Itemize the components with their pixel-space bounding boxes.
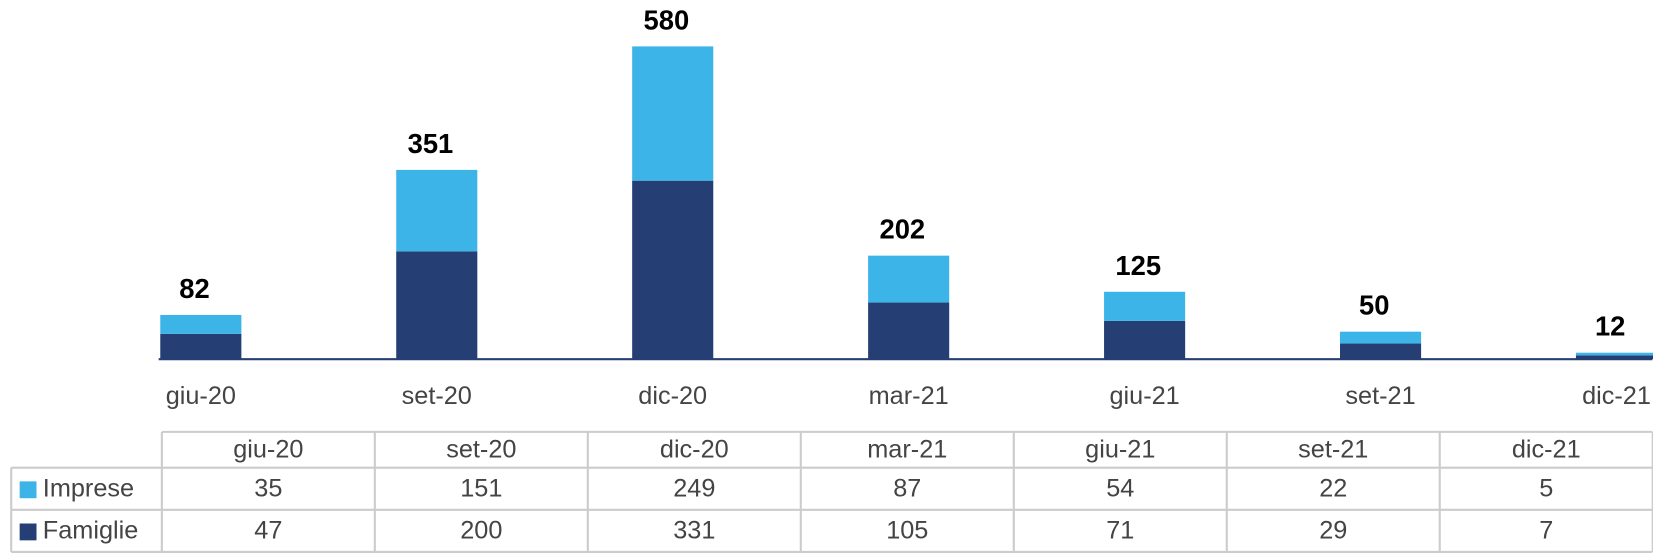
x-tick-label: set-20 <box>402 382 472 410</box>
table-cell: 71 <box>1106 517 1134 545</box>
bar-segment <box>396 169 478 252</box>
table-cell: 47 <box>254 517 282 545</box>
total-label: 12 <box>1595 311 1625 342</box>
x-tick-label: giu-21 <box>1109 382 1179 410</box>
legend-swatch <box>19 481 37 499</box>
table-cell: 105 <box>886 517 928 545</box>
table-cell: 54 <box>1106 474 1134 502</box>
bar-segment <box>868 302 950 360</box>
total-label: 50 <box>1359 290 1389 321</box>
bar-segment <box>632 46 714 181</box>
x-tick-label: dic-20 <box>638 382 707 410</box>
table-header: mar-21 <box>867 435 947 463</box>
table-cell: 87 <box>893 474 921 502</box>
x-tick-label: giu-20 <box>166 382 236 410</box>
bar-segment <box>160 314 242 334</box>
table-header: dic-20 <box>660 435 729 463</box>
x-tick-label: set-21 <box>1345 382 1415 410</box>
table-cell: 331 <box>673 517 715 545</box>
table-cell: 249 <box>673 474 715 502</box>
total-label: 125 <box>1115 250 1161 281</box>
total-label: 351 <box>408 128 454 159</box>
legend-swatch <box>19 523 37 541</box>
table-cell: 7 <box>1539 517 1553 545</box>
bar-segment <box>396 251 478 360</box>
table-header: set-20 <box>446 435 516 463</box>
bar-segment <box>1575 355 1653 360</box>
table-cell: 5 <box>1539 474 1553 502</box>
table-header: giu-21 <box>1085 435 1155 463</box>
legend-label: Famiglie <box>43 517 138 545</box>
bar-segment <box>868 255 950 303</box>
bar-segment <box>632 180 714 360</box>
bar-segment <box>1575 352 1653 356</box>
bar-segment <box>160 333 242 360</box>
bar-segment <box>1340 331 1422 344</box>
table-cell: 35 <box>254 474 282 502</box>
table-cell: 151 <box>460 474 502 502</box>
bar-segment <box>1104 320 1186 360</box>
table-header: set-21 <box>1298 435 1368 463</box>
total-label: 580 <box>644 4 690 35</box>
bar-segment <box>1340 343 1422 360</box>
x-tick-label: dic-21 <box>1582 382 1651 410</box>
legend-label: Imprese <box>43 474 134 502</box>
x-tick-label: mar-21 <box>869 382 949 410</box>
table-cell: 22 <box>1319 474 1347 502</box>
table-cell: 29 <box>1319 517 1347 545</box>
total-label: 202 <box>879 214 925 245</box>
bar-segment <box>1104 291 1186 321</box>
table-header: giu-20 <box>233 435 303 463</box>
table-cell: 200 <box>460 517 502 545</box>
total-label: 82 <box>179 273 209 304</box>
table-header: dic-21 <box>1512 435 1581 463</box>
